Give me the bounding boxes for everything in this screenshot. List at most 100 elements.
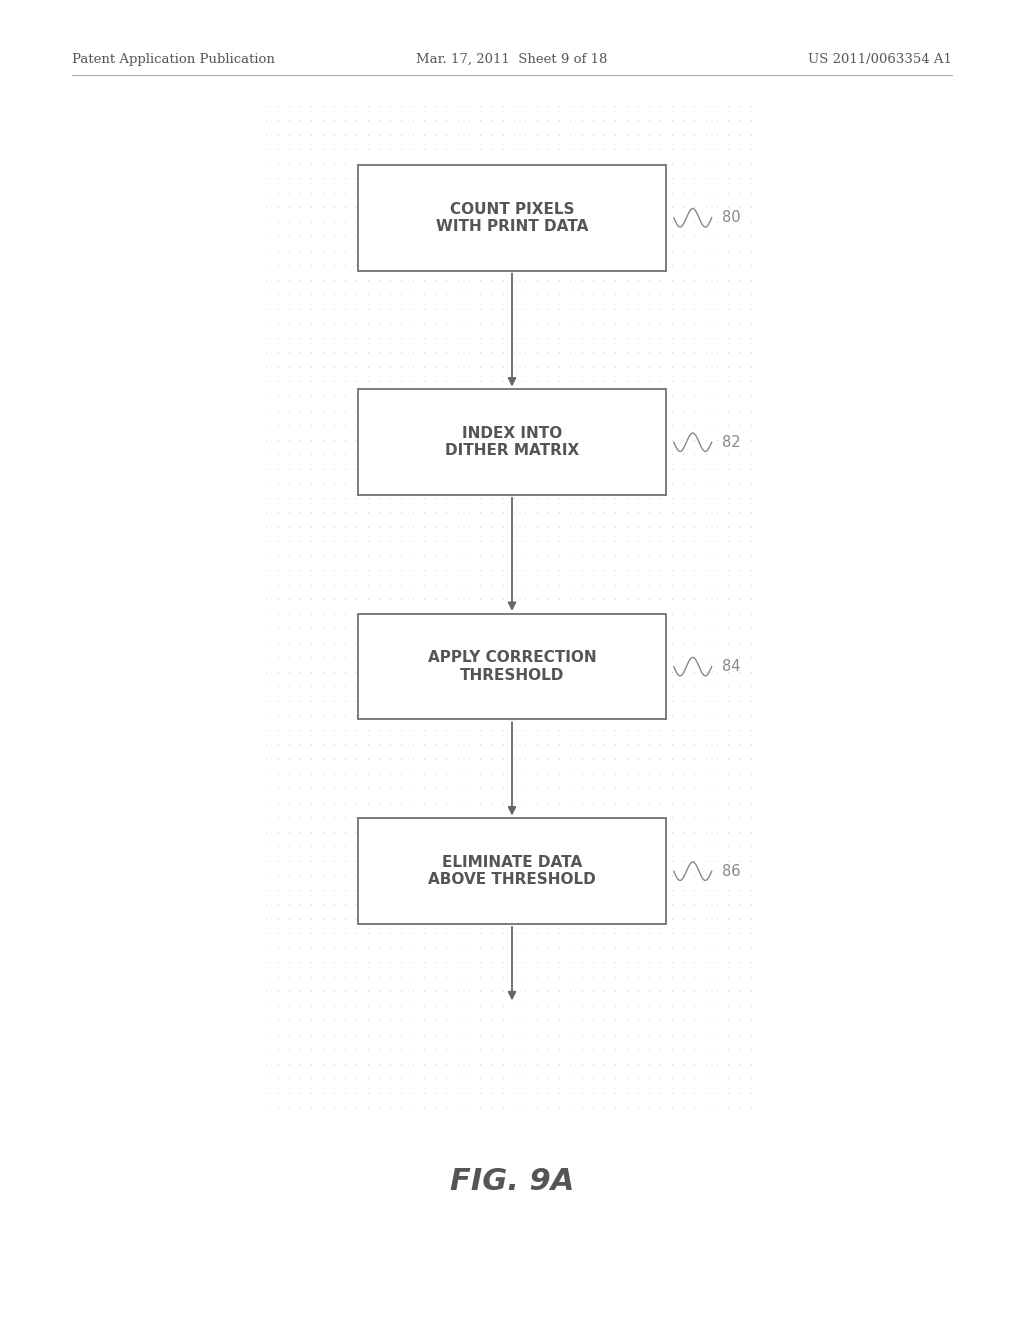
Point — [292, 836, 308, 857]
Point — [416, 168, 432, 189]
Point — [461, 487, 477, 508]
Point — [618, 139, 635, 160]
Text: 82: 82 — [722, 434, 740, 450]
Point — [641, 618, 657, 639]
Point — [573, 748, 590, 770]
Point — [607, 908, 624, 929]
Point — [450, 473, 466, 494]
Point — [517, 1082, 534, 1104]
Point — [472, 182, 488, 203]
Point — [528, 589, 545, 610]
Point — [652, 1068, 669, 1089]
Point — [258, 110, 274, 131]
Point — [337, 255, 353, 276]
Point — [292, 777, 308, 799]
Point — [720, 952, 736, 973]
Point — [596, 211, 612, 232]
Point — [416, 661, 432, 682]
Point — [596, 473, 612, 494]
Point — [348, 690, 365, 711]
Point — [258, 298, 274, 319]
Point — [483, 1010, 500, 1031]
Point — [540, 1053, 556, 1074]
Point — [551, 908, 567, 929]
Point — [337, 139, 353, 160]
Point — [303, 908, 319, 929]
Point — [269, 865, 286, 886]
Point — [314, 545, 331, 566]
Point — [742, 327, 759, 348]
Point — [348, 211, 365, 232]
Point — [697, 371, 714, 392]
Point — [292, 95, 308, 116]
Point — [664, 894, 680, 915]
Point — [618, 618, 635, 639]
Point — [517, 429, 534, 450]
Point — [303, 937, 319, 958]
Point — [585, 124, 601, 145]
Point — [528, 502, 545, 523]
Point — [292, 603, 308, 624]
Point — [551, 197, 567, 218]
Point — [528, 226, 545, 247]
Point — [517, 763, 534, 784]
Point — [731, 690, 748, 711]
Point — [348, 502, 365, 523]
Point — [292, 313, 308, 334]
Point — [540, 1082, 556, 1104]
Point — [258, 763, 274, 784]
Point — [258, 1010, 274, 1031]
Point — [551, 879, 567, 900]
Point — [517, 153, 534, 174]
Point — [404, 908, 421, 929]
Point — [461, 444, 477, 465]
Point — [607, 168, 624, 189]
Point — [382, 226, 398, 247]
Point — [686, 879, 702, 900]
Point — [517, 952, 534, 973]
Point — [269, 777, 286, 799]
Point — [303, 574, 319, 595]
Point — [697, 502, 714, 523]
Point — [731, 952, 748, 973]
Point — [303, 719, 319, 741]
Point — [641, 952, 657, 973]
Point — [416, 923, 432, 944]
Point — [517, 632, 534, 653]
Point — [506, 269, 522, 290]
Point — [314, 226, 331, 247]
Point — [427, 560, 443, 581]
Point — [258, 531, 274, 552]
Point — [382, 1010, 398, 1031]
Point — [495, 240, 511, 261]
Point — [303, 284, 319, 305]
Point — [664, 1024, 680, 1045]
Point — [562, 850, 579, 871]
Point — [326, 560, 342, 581]
Point — [337, 748, 353, 770]
Point — [641, 269, 657, 290]
Point — [483, 865, 500, 886]
Point — [596, 995, 612, 1016]
Point — [709, 269, 725, 290]
Point — [326, 574, 342, 595]
Point — [551, 574, 567, 595]
Point — [720, 618, 736, 639]
Point — [562, 1010, 579, 1031]
Point — [720, 1053, 736, 1074]
Point — [438, 647, 455, 668]
Point — [652, 211, 669, 232]
Point — [506, 1068, 522, 1089]
Point — [281, 1097, 297, 1118]
Point — [551, 313, 567, 334]
Point — [258, 444, 274, 465]
Point — [495, 516, 511, 537]
Point — [517, 444, 534, 465]
Point — [720, 661, 736, 682]
Point — [596, 676, 612, 697]
Point — [686, 153, 702, 174]
Point — [652, 966, 669, 987]
Point — [359, 792, 376, 813]
Point — [427, 894, 443, 915]
Point — [675, 269, 691, 290]
